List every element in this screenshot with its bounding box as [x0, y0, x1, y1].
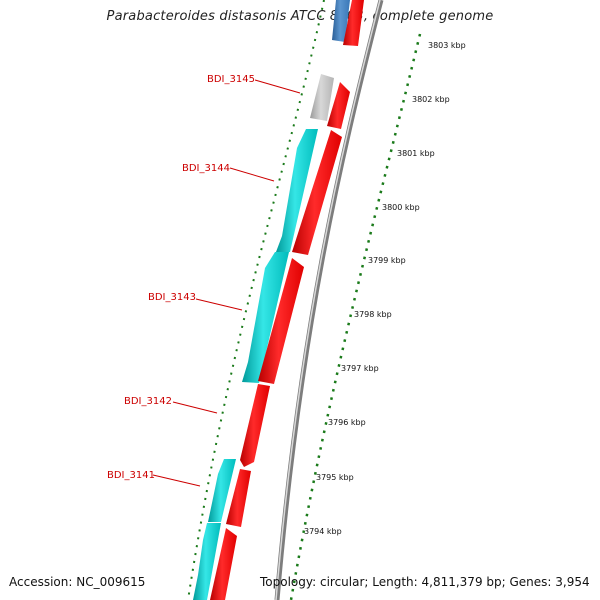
- gene-label-BDI_3145: BDI_3145: [207, 74, 255, 85]
- leader-BDI_3142: [172, 401, 218, 414]
- ruler-label-3796: 3796 kbp: [328, 418, 366, 427]
- inner-tick-track: [187, 0, 325, 600]
- map-title: Parabacteroides distasonis ATCC 8503, co…: [106, 9, 494, 24]
- gene-label-BDI_3142: BDI_3142: [124, 396, 172, 407]
- ruler-label-3803: 3803 kbp: [428, 41, 466, 50]
- gene-red-lower[interactable]: [210, 528, 237, 600]
- gene-label-BDI_3143: BDI_3143: [148, 292, 196, 303]
- leader-BDI_3143: [195, 298, 243, 311]
- gene-BDI_3145[interactable]: [310, 74, 334, 121]
- gene-reverse-lower[interactable]: [193, 523, 221, 600]
- ruler-label-3800: 3800 kbp: [382, 203, 420, 212]
- gene-red-3144[interactable]: [292, 130, 342, 255]
- ruler-label-3799: 3799 kbp: [368, 256, 406, 265]
- gene-BDI_3144[interactable]: [276, 129, 318, 252]
- gene-BDI_3141[interactable]: [208, 459, 236, 522]
- genome-backbone: [274, 0, 384, 600]
- gene-label-BDI_3141: BDI_3141: [107, 470, 155, 481]
- leader-BDI_3145: [254, 79, 301, 94]
- genome-backbone-highlight: [275, 0, 381, 600]
- leader-BDI_3144: [229, 167, 275, 182]
- gene-BDI_3143[interactable]: [242, 252, 289, 383]
- ruler-label-3797: 3797 kbp: [341, 364, 379, 373]
- gene-red-top[interactable]: [343, 0, 364, 46]
- gene-red-3143[interactable]: [258, 258, 304, 384]
- ruler-label-3801: 3801 kbp: [397, 149, 435, 158]
- gene-red-3141[interactable]: [226, 469, 251, 527]
- ruler-label-3794: 3794 kbp: [304, 527, 342, 536]
- genome-summary: Topology: circular; Length: 4,811,379 bp…: [260, 575, 590, 589]
- leader-BDI_3141: [152, 474, 201, 487]
- ruler-label-3802: 3802 kbp: [412, 95, 450, 104]
- gene-label-BDI_3144: BDI_3144: [182, 163, 230, 174]
- gene-top-blue[interactable]: [332, 0, 350, 42]
- gene-red-3145[interactable]: [327, 82, 350, 129]
- ruler-label-3795: 3795 kbp: [316, 473, 354, 482]
- ruler-label-3798: 3798 kbp: [354, 310, 392, 319]
- gene-red-3142[interactable]: [240, 384, 270, 467]
- accession-label: Accession: NC_009615: [9, 575, 146, 589]
